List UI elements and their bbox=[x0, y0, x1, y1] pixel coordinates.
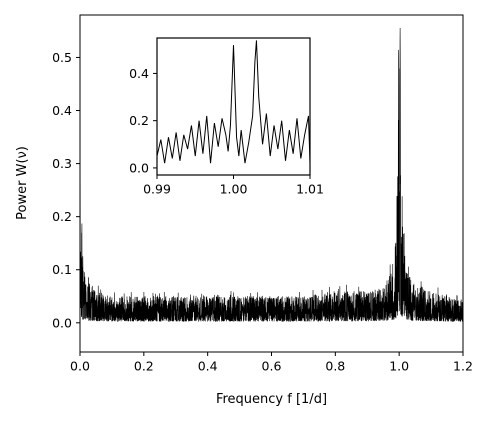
inset-power-line bbox=[156, 40, 311, 164]
inset-series-group bbox=[156, 40, 311, 164]
main-x-tick-label: 1.2 bbox=[453, 359, 473, 374]
inset-x-ticks: 0.99 1.00 1.01 bbox=[143, 175, 324, 197]
main-y-ticks: 0.0 0.1 0.2 0.3 0.4 0.5 bbox=[52, 50, 80, 330]
main-x-tick-label: 0.2 bbox=[134, 359, 154, 374]
x-axis-label: Frequency f [1/d] bbox=[216, 392, 327, 407]
main-x-tick-label: 1.0 bbox=[389, 359, 409, 374]
y-axis-label: Power W(ν) bbox=[15, 146, 30, 220]
inset-x-tick-label: 1.00 bbox=[220, 182, 248, 197]
main-power-line bbox=[79, 28, 464, 323]
main-y-tick-label: 0.1 bbox=[52, 262, 72, 277]
inset-x-tick-label: 1.01 bbox=[296, 182, 324, 197]
main-x-tick-label: 0.6 bbox=[262, 359, 282, 374]
inset-y-tick-label: 0.0 bbox=[129, 160, 149, 175]
inset-plot: 0.99 1.00 1.01 0.0 0.2 0.4 bbox=[129, 37, 324, 197]
main-y-tick-label: 0.5 bbox=[52, 50, 72, 65]
inset-plot-frame bbox=[156, 37, 311, 176]
main-x-ticks: 0.0 0.2 0.4 0.6 0.8 1.0 1.2 bbox=[70, 352, 473, 374]
main-y-tick-label: 0.4 bbox=[52, 103, 72, 118]
main-y-tick-label: 0.0 bbox=[52, 315, 72, 330]
main-x-tick-label: 0.8 bbox=[325, 359, 345, 374]
inset-y-ticks: 0.0 0.2 0.4 bbox=[129, 66, 157, 175]
main-plot: 0.0 0.2 0.4 0.6 0.8 1.0 1.2 0.0 0.1 0.2 0.3 0.4 0.5… bbox=[15, 14, 473, 407]
inset-x-tick-label: 0.99 bbox=[143, 182, 171, 197]
inset-y-tick-label: 0.4 bbox=[129, 66, 149, 81]
main-y-tick-label: 0.2 bbox=[52, 209, 72, 224]
main-y-tick-label: 0.3 bbox=[52, 156, 72, 171]
main-x-tick-label: 0.4 bbox=[198, 359, 218, 374]
main-series-group bbox=[79, 28, 464, 323]
inset-y-tick-label: 0.2 bbox=[129, 113, 149, 128]
main-x-tick-label: 0.0 bbox=[70, 359, 90, 374]
